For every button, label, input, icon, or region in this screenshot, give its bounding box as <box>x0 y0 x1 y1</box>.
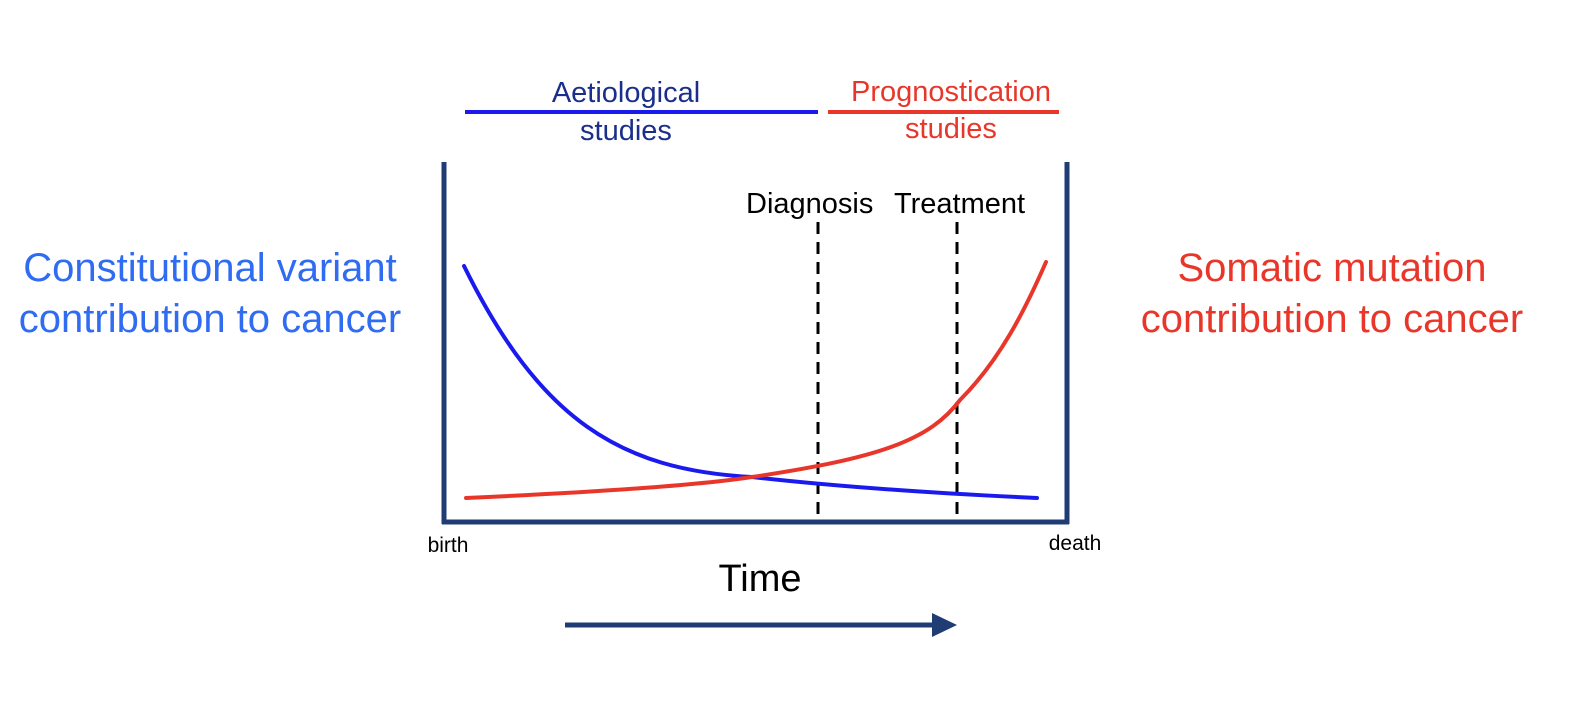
left-label-line1: Constitutional variant <box>23 246 397 290</box>
death-label: death <box>1049 532 1102 555</box>
aetiological-label-line2: studies <box>580 115 672 147</box>
right-label-line1: Somatic mutation <box>1177 246 1486 290</box>
left-label-line2: contribution to cancer <box>19 297 401 341</box>
diagnosis-label: Diagnosis <box>746 188 873 220</box>
constitutional-variant-curve <box>462 264 1039 500</box>
aetiological-label-line1: Aetiological <box>552 77 700 109</box>
right-label-line2: contribution to cancer <box>1141 297 1523 341</box>
birth-label: birth <box>428 534 469 557</box>
somatic-mutation-curve <box>464 260 1048 500</box>
prognostication-label-line1: Prognostication <box>851 76 1051 108</box>
time-axis-title: Time <box>718 558 801 600</box>
time-arrow-head <box>932 613 957 637</box>
prognostication-label-line2: studies <box>905 113 997 145</box>
treatment-label: Treatment <box>894 188 1025 220</box>
